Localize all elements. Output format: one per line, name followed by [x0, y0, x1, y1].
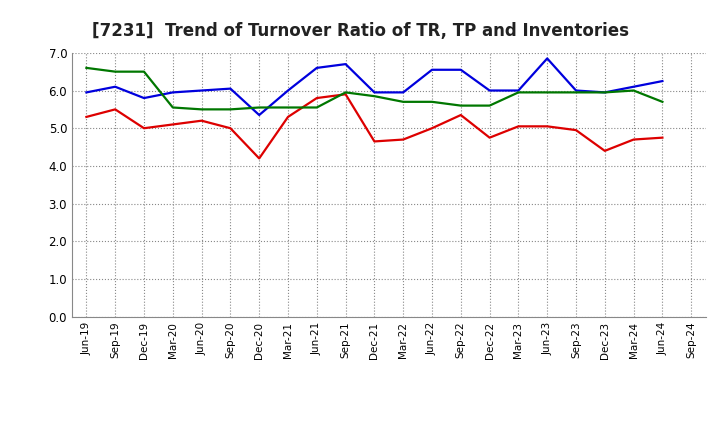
Trade Payables — [226, 86, 235, 91]
Line: Trade Payables: Trade Payables — [86, 59, 662, 115]
Trade Receivables — [428, 125, 436, 131]
Trade Receivables — [658, 135, 667, 140]
Trade Receivables — [543, 124, 552, 129]
Trade Receivables — [370, 139, 379, 144]
Trade Receivables — [284, 114, 292, 120]
Trade Payables — [197, 88, 206, 93]
Inventories — [111, 69, 120, 74]
Trade Payables — [370, 90, 379, 95]
Trade Receivables — [514, 124, 523, 129]
Inventories — [341, 90, 350, 95]
Inventories — [370, 94, 379, 99]
Inventories — [543, 90, 552, 95]
Trade Receivables — [226, 125, 235, 131]
Inventories — [428, 99, 436, 104]
Trade Payables — [82, 90, 91, 95]
Trade Receivables — [485, 135, 494, 140]
Inventories — [255, 105, 264, 110]
Trade Receivables — [629, 137, 638, 142]
Trade Payables — [629, 84, 638, 89]
Inventories — [485, 103, 494, 108]
Inventories — [600, 90, 609, 95]
Line: Inventories: Inventories — [86, 68, 662, 110]
Trade Payables — [168, 90, 177, 95]
Trade Payables — [140, 95, 148, 101]
Trade Payables — [514, 88, 523, 93]
Inventories — [284, 105, 292, 110]
Inventories — [82, 65, 91, 70]
Inventories — [312, 105, 321, 110]
Trade Receivables — [197, 118, 206, 123]
Trade Payables — [341, 62, 350, 67]
Trade Payables — [399, 90, 408, 95]
Trade Receivables — [456, 112, 465, 117]
Trade Payables — [485, 88, 494, 93]
Inventories — [399, 99, 408, 104]
Trade Payables — [658, 78, 667, 84]
Trade Payables — [255, 112, 264, 117]
Trade Receivables — [341, 92, 350, 97]
Inventories — [514, 90, 523, 95]
Inventories — [629, 88, 638, 93]
Trade Receivables — [399, 137, 408, 142]
Inventories — [197, 107, 206, 112]
Inventories — [658, 99, 667, 104]
Text: [7231]  Trend of Turnover Ratio of TR, TP and Inventories: [7231] Trend of Turnover Ratio of TR, TP… — [91, 22, 629, 40]
Trade Receivables — [255, 156, 264, 161]
Trade Payables — [312, 65, 321, 70]
Inventories — [168, 105, 177, 110]
Trade Receivables — [140, 125, 148, 131]
Trade Payables — [600, 90, 609, 95]
Trade Receivables — [82, 114, 91, 120]
Trade Payables — [572, 88, 580, 93]
Trade Payables — [284, 88, 292, 93]
Inventories — [456, 103, 465, 108]
Trade Receivables — [572, 128, 580, 133]
Trade Receivables — [168, 122, 177, 127]
Trade Receivables — [312, 95, 321, 101]
Trade Receivables — [111, 107, 120, 112]
Trade Receivables — [600, 148, 609, 154]
Line: Trade Receivables: Trade Receivables — [86, 94, 662, 158]
Inventories — [572, 90, 580, 95]
Trade Payables — [111, 84, 120, 89]
Trade Payables — [543, 56, 552, 61]
Inventories — [140, 69, 148, 74]
Inventories — [226, 107, 235, 112]
Trade Payables — [428, 67, 436, 73]
Trade Payables — [456, 67, 465, 73]
